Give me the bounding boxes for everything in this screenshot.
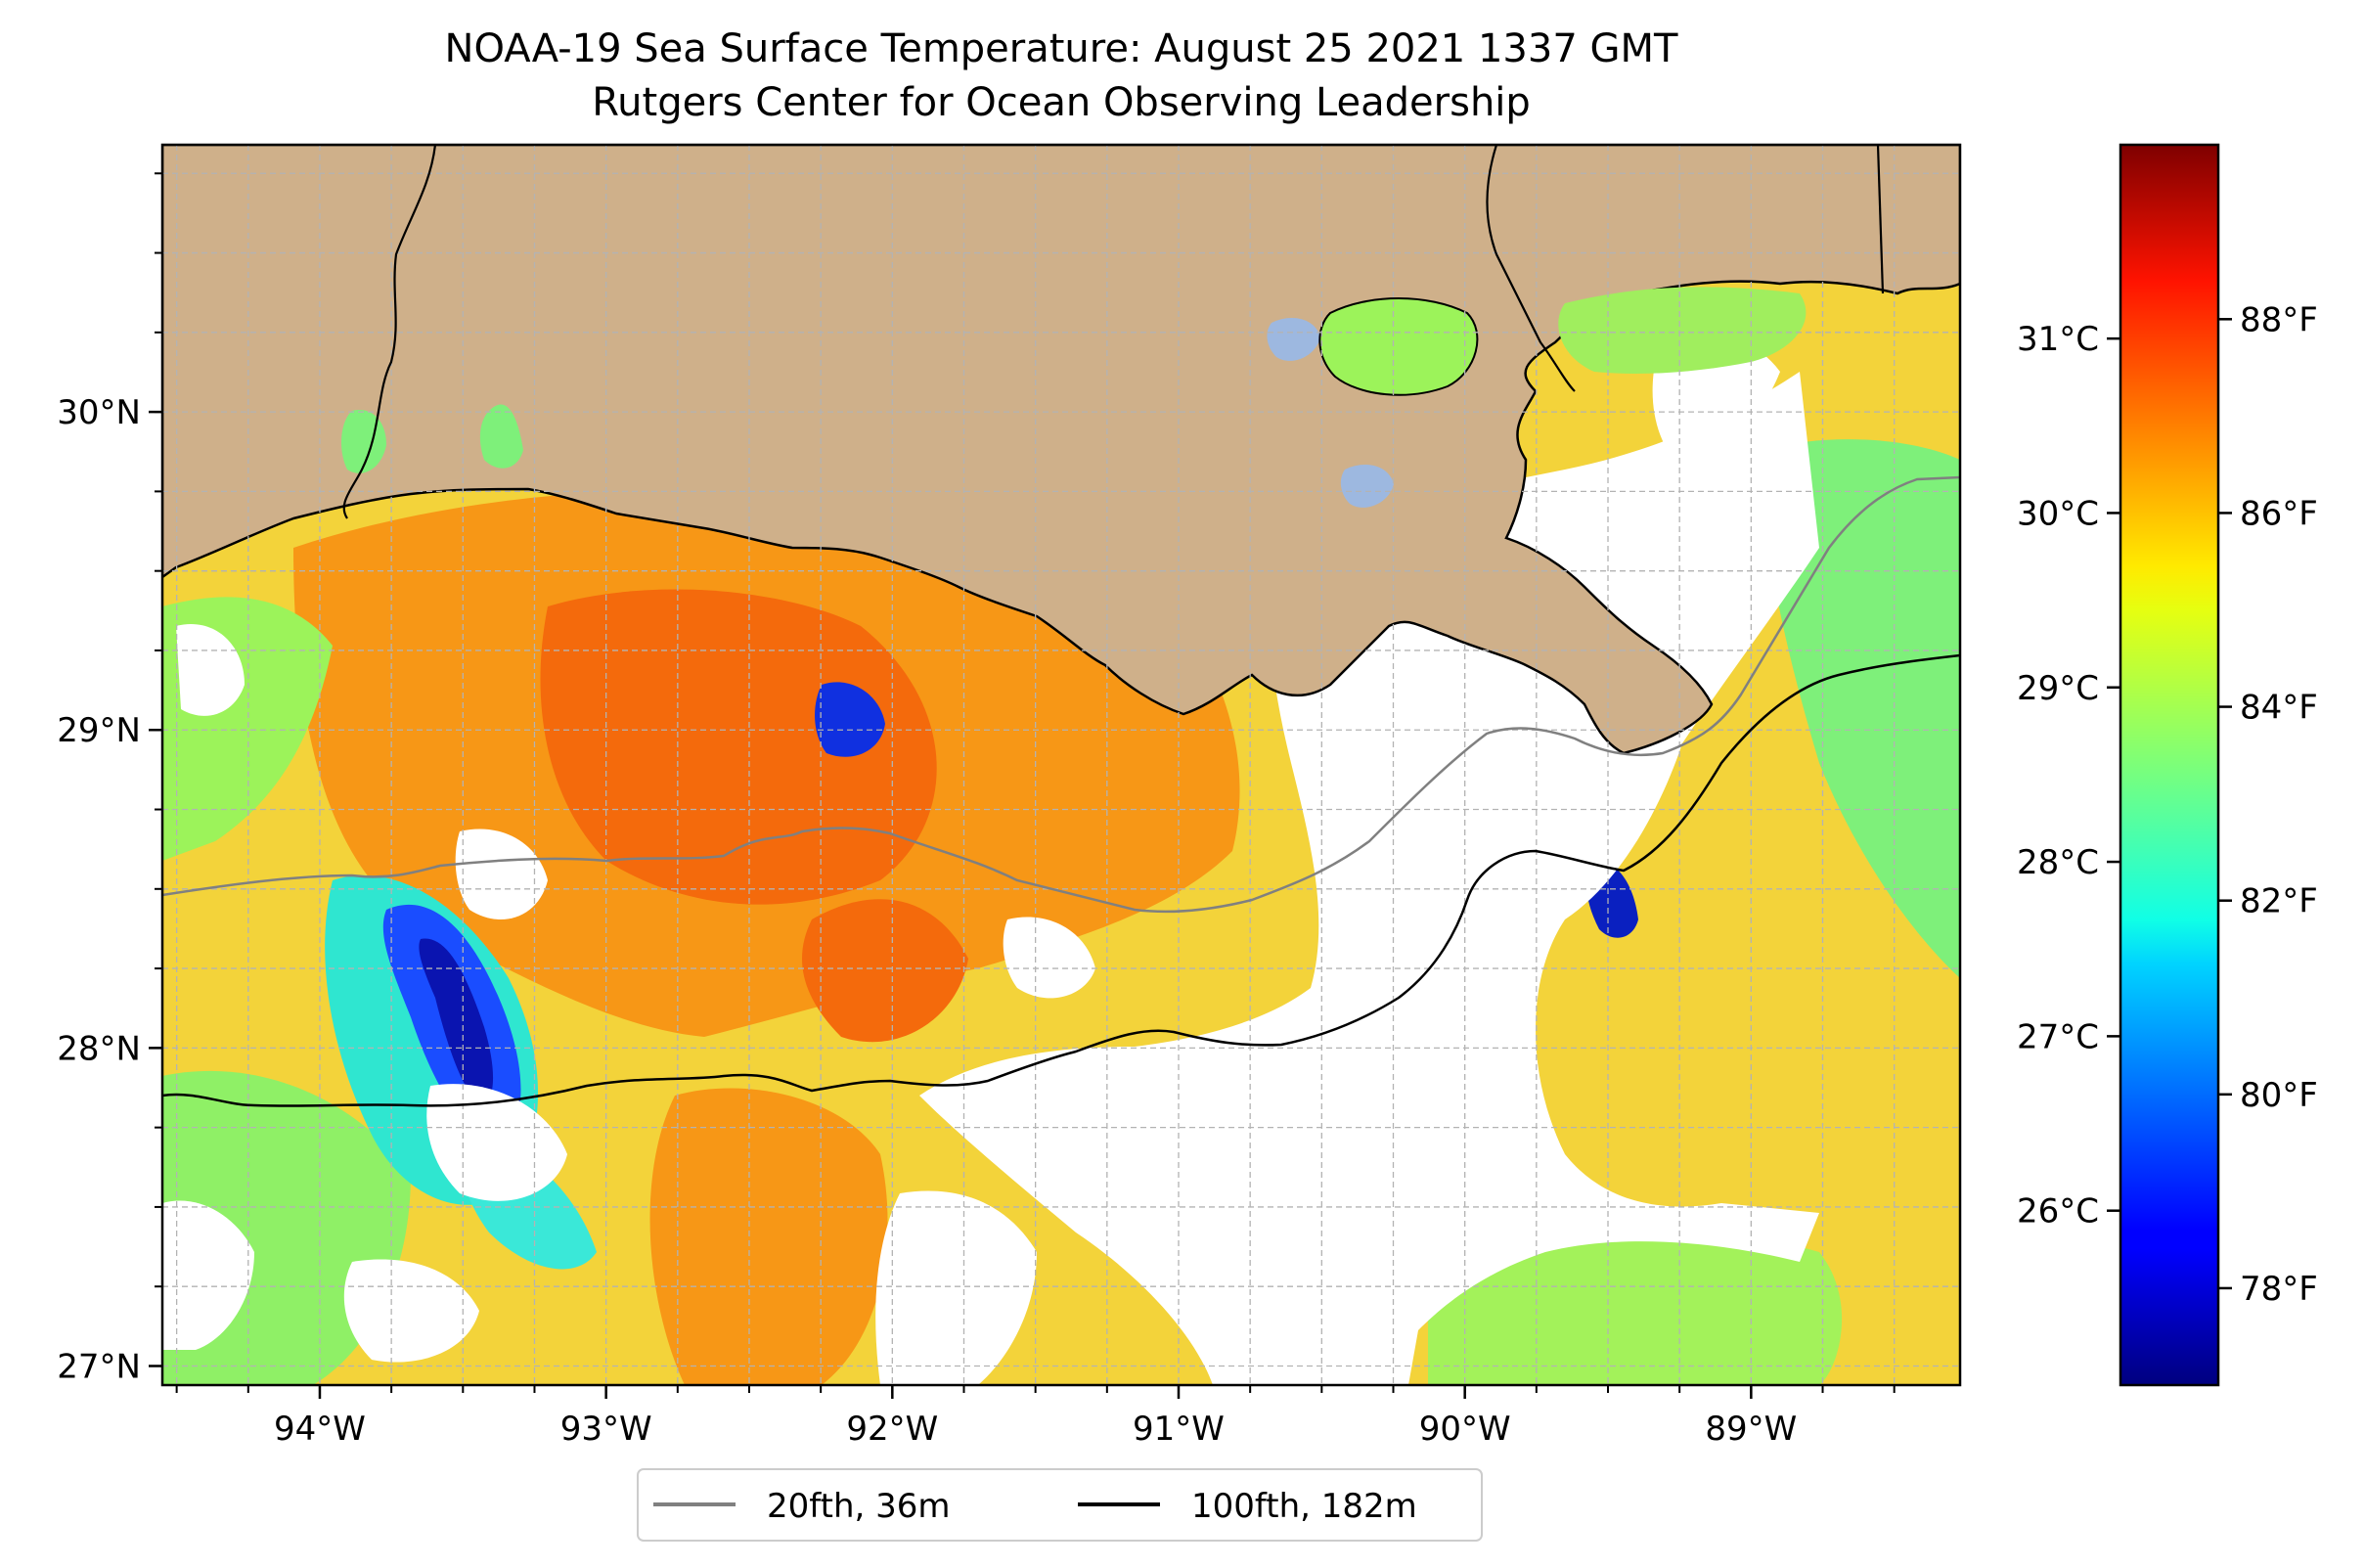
figure-title-line2: Rutgers Center for Ocean Observing Leade…: [592, 80, 1531, 125]
fahrenheit-tick-label: 82°F: [2240, 882, 2318, 921]
figure-title-line1: NOAA-19 Sea Surface Temperature: August …: [445, 26, 1678, 71]
fahrenheit-tick-label: 78°F: [2240, 1270, 2318, 1309]
cool-band-east: [1761, 439, 1960, 979]
state-boundary-louisiana-mississippi: [1486, 145, 1576, 392]
legend-label-100fth: 100fth, 182m: [1191, 1487, 1417, 1526]
isobath-20fth: [162, 475, 1960, 914]
cloud-mask-central: [1003, 917, 1095, 999]
map-frame: [160, 143, 1962, 1387]
lon-tick-label: 91°W: [1133, 1410, 1225, 1449]
fahrenheit-tick-label: 86°F: [2240, 494, 2318, 533]
warm-core: [540, 589, 937, 905]
celsius-tick-label: 28°C: [2017, 843, 2099, 882]
lat-tick-label: 27°N: [57, 1347, 141, 1386]
lat-tick-label: 29°N: [57, 711, 141, 750]
lon-tick-label: 94°W: [274, 1410, 366, 1449]
lon-tick-label: 90°W: [1419, 1410, 1511, 1449]
lat-tick-label: 30°N: [57, 393, 141, 432]
warm-core-south: [802, 899, 968, 1043]
celsius-tick-label: 30°C: [2017, 494, 2099, 533]
colorbar: 26°C 27°C 28°C 29°C 30°C 31°C 78°F 80°F 82°F 84°…: [2017, 143, 2318, 1387]
fahrenheit-tick-label: 88°F: [2240, 300, 2318, 339]
lon-tick-label: 89°W: [1705, 1410, 1797, 1449]
state-boundary-texas-louisiana: [342, 145, 437, 519]
legend: 20fth, 36m 100fth, 182m: [637, 1468, 1483, 1542]
colorbar-celsius-ticks: 26°C 27°C 28°C 29°C 30°C 31°C: [2017, 320, 2120, 1232]
sabine-lake-patch: [479, 404, 523, 469]
fahrenheit-tick-label: 84°F: [2240, 689, 2318, 728]
lon-tick-label: 93°W: [560, 1410, 652, 1449]
lon-tick-label: 92°W: [846, 1410, 938, 1449]
lakes: [1267, 318, 1394, 508]
warm-zone-south: [649, 1088, 888, 1385]
isobath-100fth: [162, 653, 1960, 1107]
cold-eddy-core: [419, 938, 494, 1105]
legend-frame: [637, 1468, 1483, 1542]
state-boundary-mississippi-alabama: [1876, 145, 1885, 294]
map-panel: 94°W 93°W 92°W 91°W 90°W 89°W 27°N 28°N 29°N 30°…: [57, 143, 1962, 1449]
mobile-bay-patch: [1558, 287, 1807, 374]
fahrenheit-tick-label: 80°F: [2240, 1076, 2318, 1115]
lake-pontchartrain-west: [1267, 318, 1320, 361]
longitude-ticks: 94°W 93°W 92°W 91°W 90°W 89°W: [175, 1385, 1896, 1449]
cool-patch-southeast: [1428, 1215, 1843, 1385]
celsius-tick-label: 29°C: [2017, 669, 2099, 708]
cloud-mask-west-3: [426, 1084, 567, 1201]
mississippi-sound-patch: [1318, 297, 1479, 396]
cloud-mask-south-center: [875, 1190, 1037, 1385]
cloud-mask-southwest-2: [343, 1259, 479, 1363]
lat-tick-label: 28°N: [57, 1029, 141, 1068]
colorbar-gradient: [2119, 143, 2220, 1387]
map-gridlines: [162, 145, 1960, 1385]
celsius-tick-label: 26°C: [2017, 1192, 2099, 1232]
land-area: [162, 145, 1960, 755]
lake-borgne: [1340, 465, 1394, 508]
cold-spot-central: [815, 682, 885, 757]
cloud-mask-west-2: [455, 829, 548, 919]
latitude-ticks: 27°N 28°N 29°N 30°N: [57, 172, 162, 1386]
celsius-tick-label: 27°C: [2017, 1017, 2099, 1056]
cloud-mask-southwest: [162, 1200, 254, 1350]
celsius-tick-label: 31°C: [2017, 320, 2099, 359]
colorbar-fahrenheit-ticks: 78°F 80°F 82°F 84°F 86°F 88°F: [2218, 300, 2318, 1309]
legend-label-20fth: 20fth, 36m: [767, 1487, 951, 1526]
cloud-mask-west: [176, 624, 245, 716]
